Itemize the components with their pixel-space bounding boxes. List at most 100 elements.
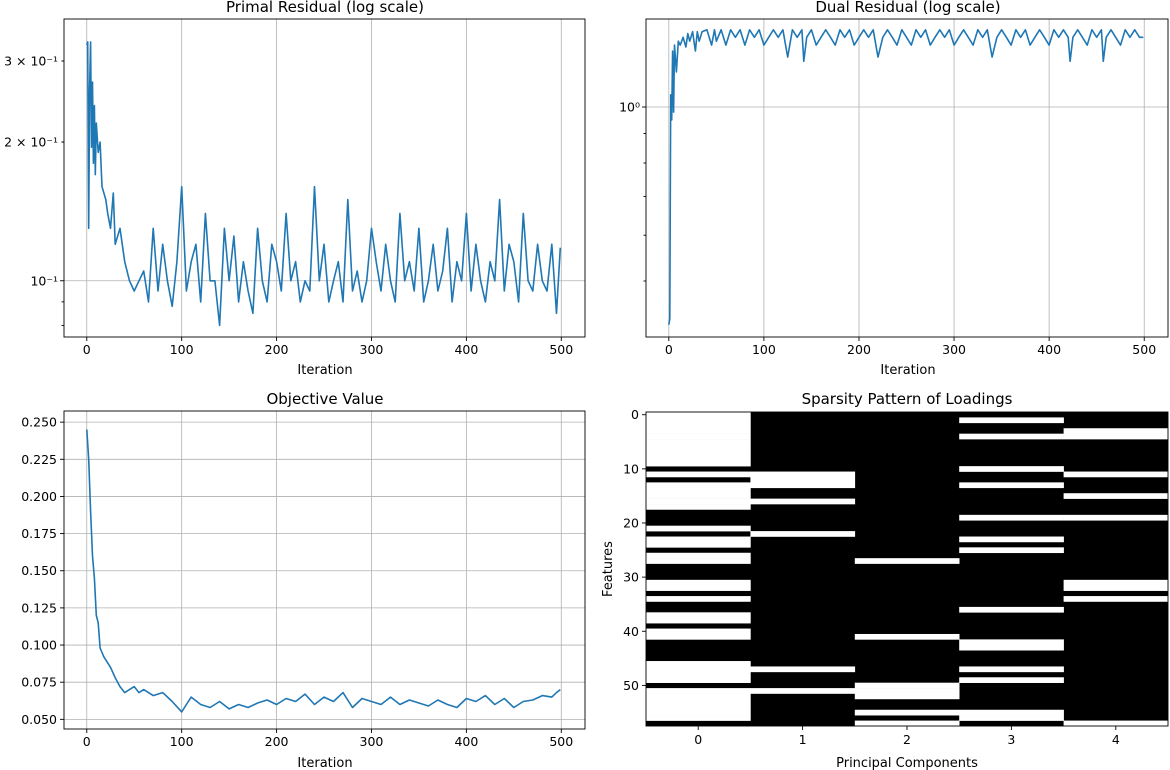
objective-title: Objective Value (266, 390, 383, 408)
zero-loading-cell (750, 688, 856, 694)
primal-plot-frame (63, 18, 586, 338)
zero-loading-cell (854, 633, 960, 640)
zero-loading-cell (646, 558, 751, 564)
x-tick-label: 0 (83, 734, 91, 749)
zero-loading-cell (750, 666, 856, 673)
zero-loading-cell (959, 606, 1064, 613)
zero-loading-cell (750, 498, 856, 505)
zero-loading-cell (646, 433, 751, 440)
zero-loading-cell (854, 709, 960, 716)
x-tick-label: 4 (1112, 732, 1120, 747)
zero-loading-cell (750, 482, 856, 489)
y-tick-label: 0.200 (21, 489, 57, 504)
zero-loading-cell (959, 644, 1064, 651)
zero-loading-cell (1063, 471, 1169, 478)
zero-loading-cell (646, 412, 751, 418)
primal-xlabel: Iteration (297, 363, 352, 378)
y-tick-label: 0.125 (21, 600, 57, 615)
zero-loading-cell (959, 417, 1064, 424)
x-tick-label: 500 (549, 342, 573, 357)
y-tick-label: 0.100 (21, 638, 57, 653)
x-tick-label: 300 (360, 734, 384, 749)
x-tick-label: 200 (265, 342, 289, 357)
zero-loading-cell (854, 693, 960, 700)
zero-loading-cell (646, 422, 751, 429)
zero-loading-cell (959, 715, 1064, 721)
zero-loading-cell (959, 639, 1064, 646)
y-tick-label: 0.150 (21, 563, 57, 578)
x-tick-label: 400 (454, 734, 478, 749)
zero-loading-cell (854, 558, 960, 564)
x-tick-label: 100 (752, 342, 776, 357)
zero-loading-cell (646, 617, 751, 624)
zero-loading-cell (646, 417, 751, 424)
zero-loading-cell (646, 677, 751, 683)
zero-loading-cell (646, 552, 751, 559)
sparsity-plot-frame (645, 411, 1169, 727)
primal-residual-line (86, 41, 562, 327)
zero-loading-cell (1063, 596, 1169, 602)
x-tick-label: 200 (847, 342, 871, 357)
zero-loading-cell (1063, 428, 1169, 434)
y-tick-label: 10⁻¹ (30, 273, 58, 288)
zero-loading-cell (646, 633, 751, 640)
zero-loading-cell (646, 455, 751, 462)
zero-loading-cell (646, 666, 751, 673)
zero-loading-cell (646, 498, 751, 505)
dual-title: Dual Residual (log scale) (815, 0, 1000, 16)
panel-objective-value: Objective Value 0 100 200 300 400 500 0.050 0.0… (21, 390, 586, 770)
zero-loading-cell (646, 541, 751, 548)
zero-loading-cell (1063, 579, 1169, 586)
zero-loading-cell (646, 596, 751, 602)
zero-loading-cell (959, 514, 1064, 521)
y-tick-label: 0.225 (21, 452, 57, 467)
x-tick-label: 200 (265, 734, 289, 749)
panel-dual-residual: Dual Residual (log scale) 0 100 200 300 400 5… (619, 0, 1169, 378)
zero-loading-cell (646, 688, 751, 694)
zero-loading-cell (646, 579, 751, 586)
zero-loading-cell (959, 547, 1064, 554)
zero-loading-cell (959, 677, 1064, 683)
zero-loading-cell (1063, 493, 1169, 499)
zero-loading-cell (646, 661, 751, 667)
panel-primal-residual: Primal Residual (log scale) 0 100 200 300 40… (4, 0, 586, 378)
objective-xlabel: Iteration (297, 756, 352, 770)
x-tick-label: 500 (549, 734, 573, 749)
x-tick-label: 400 (454, 342, 478, 357)
x-tick-label: 2 (903, 732, 911, 747)
sparsity-xlabel: Principal Components (836, 756, 978, 770)
zero-loading-cell (959, 466, 1064, 472)
zero-loading-cell (646, 585, 751, 591)
zero-loading-cell (646, 536, 751, 543)
x-tick-label: 3 (1007, 732, 1015, 747)
y-tick-label: 0.175 (21, 526, 57, 541)
x-tick-label: 400 (1037, 342, 1061, 357)
zero-loading-cell (646, 698, 751, 705)
zero-loading-cell (959, 666, 1064, 673)
sparsity-ylabel: Features (601, 541, 616, 597)
zero-loading-cell (646, 471, 751, 478)
objective-value-line (86, 429, 561, 713)
y-tick-label: 10⁰ (619, 100, 640, 115)
x-tick-label: 300 (360, 342, 384, 357)
sparsity-title: Sparsity Pattern of Loadings (802, 390, 1013, 408)
y-tick-label: 10 (623, 461, 639, 476)
dual-residual-line (668, 29, 1144, 325)
zero-loading-cell (959, 482, 1064, 489)
zero-loading-cell (646, 693, 751, 700)
zero-loading-cell (1063, 720, 1169, 727)
y-tick-label: 0.075 (21, 675, 57, 690)
y-tick-label: 0.050 (21, 712, 57, 727)
zero-loading-cell (854, 720, 960, 727)
zero-loading-cell (959, 536, 1064, 543)
zero-loading-cell (646, 487, 751, 494)
zero-loading-cell (646, 715, 751, 721)
primal-title: Primal Residual (log scale) (226, 0, 424, 16)
zero-loading-cell (646, 460, 751, 467)
x-tick-label: 300 (942, 342, 966, 357)
zero-loading-cell (646, 444, 751, 451)
zero-loading-cell (646, 704, 751, 711)
zero-loading-cell (646, 612, 751, 619)
zero-loading-cell (646, 628, 751, 635)
